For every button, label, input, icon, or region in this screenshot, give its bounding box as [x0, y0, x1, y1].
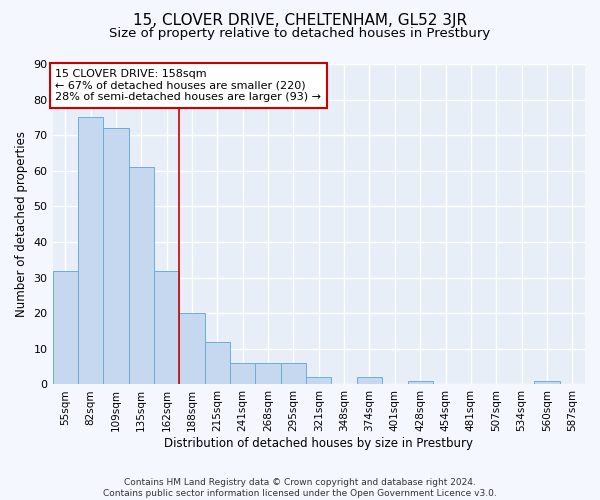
Bar: [281, 363, 306, 384]
Text: 15, CLOVER DRIVE, CHELTENHAM, GL52 3JR: 15, CLOVER DRIVE, CHELTENHAM, GL52 3JR: [133, 12, 467, 28]
Bar: [407, 381, 433, 384]
Bar: [357, 378, 382, 384]
Bar: [78, 118, 103, 384]
Text: Size of property relative to detached houses in Prestbury: Size of property relative to detached ho…: [109, 28, 491, 40]
Bar: [205, 342, 230, 384]
Bar: [230, 363, 256, 384]
Bar: [256, 363, 281, 384]
Bar: [179, 313, 205, 384]
Bar: [306, 378, 331, 384]
Y-axis label: Number of detached properties: Number of detached properties: [15, 131, 28, 317]
Bar: [128, 168, 154, 384]
Text: Contains HM Land Registry data © Crown copyright and database right 2024.
Contai: Contains HM Land Registry data © Crown c…: [103, 478, 497, 498]
Bar: [534, 381, 560, 384]
Bar: [53, 270, 78, 384]
Text: 15 CLOVER DRIVE: 158sqm
← 67% of detached houses are smaller (220)
28% of semi-d: 15 CLOVER DRIVE: 158sqm ← 67% of detache…: [55, 69, 321, 102]
Bar: [103, 128, 128, 384]
Bar: [154, 270, 179, 384]
X-axis label: Distribution of detached houses by size in Prestbury: Distribution of detached houses by size …: [164, 437, 473, 450]
